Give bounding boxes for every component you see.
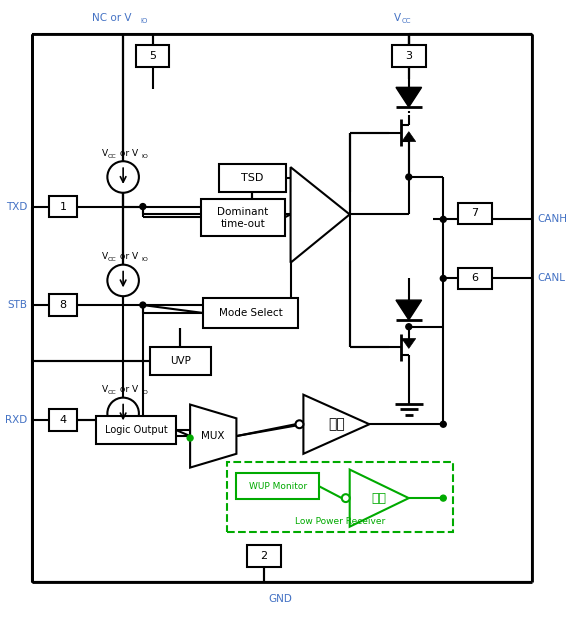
Text: 𝐼𝐼: 𝐼𝐼 (328, 417, 345, 431)
Circle shape (406, 324, 412, 329)
Bar (247, 545, 281, 567)
Text: RXD: RXD (5, 415, 27, 425)
Circle shape (296, 420, 303, 428)
Text: CC: CC (108, 390, 116, 395)
Circle shape (440, 421, 446, 427)
Circle shape (108, 265, 139, 296)
Text: MUX: MUX (201, 431, 225, 441)
Text: 6: 6 (471, 273, 478, 283)
Text: IO: IO (142, 390, 149, 395)
Text: 5: 5 (149, 51, 156, 61)
Text: 8: 8 (59, 300, 66, 310)
Bar (49, 294, 77, 316)
Text: IO: IO (142, 154, 149, 159)
Text: CANL: CANL (538, 273, 566, 283)
Bar (150, 347, 211, 375)
Text: CC: CC (402, 19, 411, 24)
Text: Low Power Receiver: Low Power Receiver (295, 516, 385, 526)
Bar (458, 268, 491, 289)
Polygon shape (402, 339, 416, 349)
Text: 2: 2 (260, 551, 268, 561)
Bar (219, 164, 285, 192)
Text: Dominant: Dominant (217, 207, 268, 217)
Circle shape (406, 174, 412, 180)
Text: CC: CC (108, 257, 116, 262)
Circle shape (187, 435, 193, 441)
Text: UVP: UVP (170, 356, 190, 366)
Text: or V: or V (117, 385, 138, 394)
Text: 4: 4 (59, 415, 66, 425)
Text: or V: or V (117, 149, 138, 158)
Bar (49, 196, 77, 217)
Text: STB: STB (7, 300, 27, 310)
Bar (96, 416, 176, 444)
Polygon shape (349, 470, 409, 527)
Polygon shape (190, 405, 236, 468)
Text: IO: IO (141, 19, 148, 24)
Circle shape (342, 494, 349, 502)
Bar (458, 202, 491, 224)
Circle shape (140, 204, 146, 210)
Circle shape (440, 276, 446, 281)
Bar (236, 473, 319, 499)
Bar (203, 298, 299, 328)
Text: 1: 1 (59, 202, 66, 212)
Circle shape (440, 495, 446, 501)
Text: TXD: TXD (6, 202, 27, 212)
Text: V: V (101, 149, 108, 158)
Polygon shape (291, 167, 349, 263)
Text: IO: IO (142, 257, 149, 262)
Circle shape (108, 161, 139, 193)
Polygon shape (396, 88, 422, 107)
Bar (49, 410, 77, 431)
Polygon shape (402, 131, 416, 141)
Bar (201, 199, 285, 236)
Text: V: V (101, 252, 108, 261)
Bar (136, 45, 169, 67)
Text: or V: or V (117, 252, 138, 261)
Text: 𝐼𝐼: 𝐼𝐼 (372, 492, 387, 505)
Bar (392, 45, 426, 67)
Text: 7: 7 (471, 209, 478, 218)
Text: NC or V: NC or V (92, 14, 131, 23)
Text: Mode Select: Mode Select (219, 308, 283, 318)
Circle shape (440, 217, 446, 222)
Polygon shape (396, 300, 422, 320)
Circle shape (108, 397, 139, 429)
Polygon shape (303, 395, 370, 453)
Text: time-out: time-out (220, 219, 265, 230)
Text: 3: 3 (406, 51, 412, 61)
Circle shape (140, 302, 146, 308)
Text: TSD: TSD (241, 173, 263, 183)
Text: WUP Monitor: WUP Monitor (249, 482, 307, 491)
Text: CC: CC (108, 154, 116, 159)
Text: CANH: CANH (538, 214, 568, 225)
Text: GND: GND (269, 594, 293, 603)
Text: V: V (394, 14, 401, 23)
Text: V: V (101, 385, 108, 394)
Text: Logic Output: Logic Output (105, 425, 168, 435)
Bar (227, 462, 453, 532)
